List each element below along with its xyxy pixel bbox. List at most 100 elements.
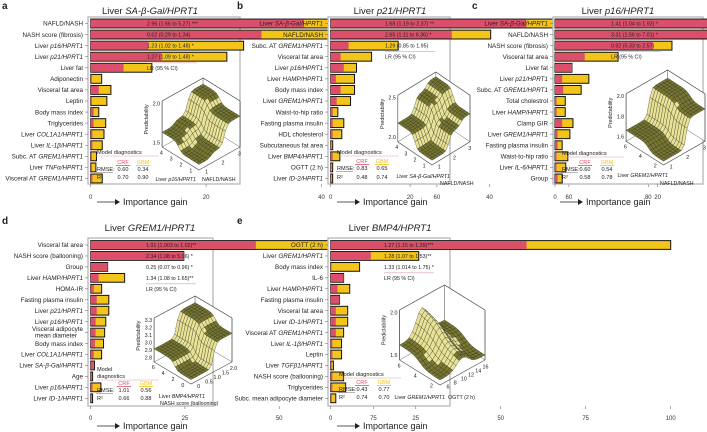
category-label: Subcutaneous fat area: [260, 142, 324, 149]
r2-label: R²: [97, 396, 103, 402]
r2-gbm-value: 0.70: [379, 395, 390, 401]
lr-annotation: 1.34 (1.08 to 1.65)**: [146, 276, 193, 282]
bar-crf: [90, 152, 92, 161]
z-tick-label: 1.6: [617, 135, 624, 141]
r2-crf-value: 0.48: [357, 175, 368, 181]
gbm-header: GBM: [378, 380, 391, 386]
bar-gbm: [90, 73, 103, 84]
v-tick-label: 0.5: [205, 379, 212, 385]
r2-crf-value: 0.74: [357, 395, 368, 401]
category-label: Waist-to-hip ratio: [276, 109, 324, 116]
category-label: Liver GREM1/HPRT1: [263, 98, 323, 105]
bar-gbm: [330, 262, 361, 272]
category-label: Liver SA-β-Gal/HPRT1: [259, 21, 323, 28]
bar-crf: [555, 174, 558, 183]
diagnostics-title: Model diagnostics: [339, 372, 384, 378]
arrow-right-icon: [115, 423, 120, 429]
category-label: Liver fat: [61, 65, 84, 72]
u-tick-label: 2: [654, 164, 657, 170]
bar-crf: [90, 306, 97, 315]
lr-annotation: 1.27 (1.15 to 1.39)***: [384, 243, 433, 249]
lr-annotation: 2.65 (1.11 to 6.36) *: [385, 33, 431, 39]
category-label: NASH score (fibrosis): [22, 32, 83, 39]
category-label: OGTT (2 h): [291, 242, 323, 249]
lr-annotation: 1.23 (1.02 to 1.48) *: [147, 44, 194, 50]
v-tick-label: 2: [222, 161, 225, 167]
panel-letter: b: [237, 1, 243, 12]
bar-crf: [330, 74, 336, 83]
category-label: Body mass index: [275, 87, 324, 94]
v-tick-label: 1: [670, 165, 673, 171]
u-tick-label: 2: [180, 163, 183, 169]
bar-crf: [555, 30, 707, 39]
bar-crf: [555, 52, 585, 61]
panel-title: Liver BMP4/HPRT1: [349, 223, 432, 234]
category-label: Visceral AT GREM1/HPRT1: [245, 330, 323, 337]
bar-crf: [90, 252, 184, 260]
bar-crf: [90, 284, 94, 293]
x-axis-label: Importance gain: [363, 421, 428, 431]
lr-annotation: 1.68 (1.19 to 2.37) **: [385, 22, 434, 28]
x-tick-label: 25: [412, 416, 419, 422]
panel-a: a Liver SA-β-Gal/HPRT1 NAFLD/NASH NASH scor…: [2, 1, 441, 207]
rmse-label: RMSE:: [97, 167, 115, 173]
gbm-header: GBM: [376, 159, 389, 165]
surface-box-edge: [625, 69, 706, 95]
category-label: NASH score (ballooning): [254, 374, 323, 381]
u-tick-label: 1: [189, 169, 192, 175]
v-tick-label: 2: [686, 155, 689, 161]
r2-gbm-value: 0.74: [377, 175, 388, 181]
category-label: Group: [65, 264, 83, 271]
surface-box-edge: [625, 93, 706, 166]
surface-box-edge: [161, 77, 241, 102]
category-label: NASH score (fibrosis): [487, 43, 548, 50]
rmse-gbm-value: 0.34: [138, 167, 149, 173]
surface-facet: [436, 376, 444, 381]
u-tick-label: 0: [181, 383, 184, 389]
u-tick-label: 3: [170, 156, 173, 162]
category-label: Liver p16/HPRT1: [35, 43, 83, 50]
diagnostics-title: Model diagnostics: [97, 150, 142, 156]
surface-box-edge: [399, 284, 486, 311]
category-label: Leptin: [306, 352, 324, 359]
x-tick-label: 80: [645, 195, 652, 201]
bar-crf: [90, 119, 94, 128]
bar-crf: [330, 52, 341, 61]
z-tick-label: 2.0: [617, 94, 624, 100]
lr-header: LR (95 % CI): [147, 66, 178, 72]
bar-crf: [555, 130, 558, 139]
r2-gbm-value: 0.78: [602, 175, 613, 181]
surface-plot-3d: 2.0 1.8 1.6 Predictability 6 4 2 Liver GREM1/HP…: [608, 69, 706, 187]
category-label: Liver COL1A1/HPRT1: [21, 352, 83, 359]
category-label: Liver p16/HPRT1: [35, 385, 83, 392]
x-tick-label: 60: [434, 195, 441, 201]
crf-header: CRF: [117, 160, 129, 166]
bar-crf: [330, 85, 341, 94]
r2-crf-value: 0.70: [118, 175, 129, 181]
bar-crf: [90, 263, 108, 271]
r2-crf-value: 0.66: [119, 396, 130, 402]
category-label: Subc. AT GREM1/HPRT1: [12, 154, 83, 161]
v-tick-label: 6: [447, 385, 450, 391]
z-tick-label: 1.5: [153, 140, 160, 146]
category-label: NAFLD/NASH: [508, 32, 548, 39]
u-tick-label: 6: [398, 364, 401, 370]
bar-crf: [330, 339, 333, 348]
u-axis-label: Liver GREM1/HPRT1: [617, 173, 668, 179]
bar-crf: [555, 41, 653, 50]
gbm-header: GBM: [601, 160, 614, 166]
category-label: Liver BMP4/HPRT1: [268, 154, 323, 161]
category-label: Liver IL-6/HPRT1: [499, 165, 548, 172]
category-label: Age: [72, 374, 84, 381]
lr-annotation: 0.92 (0.33 to 2.57): [611, 44, 655, 50]
z-axis-label: Predictability: [136, 320, 142, 350]
surface-box-edge: [153, 318, 233, 385]
x-axis-label: Importance gain: [363, 197, 428, 207]
x-tick-label: 20: [203, 195, 210, 201]
lr-header: LR (95 % CI): [385, 55, 416, 61]
surface-facet: [188, 376, 195, 380]
arrow-right-icon: [578, 199, 583, 205]
panel-title: Liver GREM1/HPRT1: [105, 223, 196, 234]
u-tick-label: 4: [639, 154, 642, 160]
